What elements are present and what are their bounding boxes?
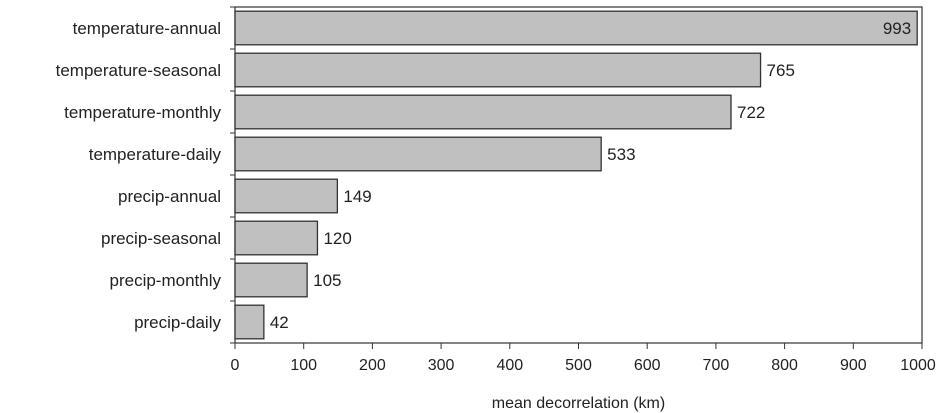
bar-precip-monthly bbox=[234, 262, 308, 298]
data-label: 105 bbox=[313, 271, 341, 290]
x-axis-title: mean decorrelation (km) bbox=[492, 395, 665, 412]
y-axis-ticks bbox=[230, 6, 235, 344]
x-tick-label: 600 bbox=[634, 357, 661, 374]
x-tick-label: 300 bbox=[428, 357, 455, 374]
category-labels: temperature-annual temperature-seasonal te… bbox=[56, 19, 222, 332]
bar-temperature-seasonal bbox=[234, 52, 762, 88]
data-label: 120 bbox=[323, 229, 351, 248]
x-tick-label: 800 bbox=[771, 357, 798, 374]
x-tick-label: 400 bbox=[496, 357, 523, 374]
data-label: 42 bbox=[270, 313, 289, 332]
data-labels: 993 765 722 533 149 120 105 42 bbox=[270, 19, 911, 332]
category-label: temperature-daily bbox=[89, 145, 222, 164]
category-label: precip-monthly bbox=[110, 271, 222, 290]
category-label: precip-seasonal bbox=[101, 229, 221, 248]
x-tick-label: 200 bbox=[359, 357, 386, 374]
x-tick-label: 700 bbox=[703, 357, 730, 374]
bars bbox=[234, 10, 918, 340]
data-label: 765 bbox=[767, 61, 795, 80]
category-label: precip-daily bbox=[134, 313, 221, 332]
x-tick-label: 1000 bbox=[900, 357, 936, 374]
category-label: temperature-monthly bbox=[64, 103, 221, 122]
data-label: 993 bbox=[883, 19, 911, 38]
bar-precip-daily bbox=[234, 304, 265, 340]
x-tick-label: 500 bbox=[565, 357, 592, 374]
data-label: 722 bbox=[737, 103, 765, 122]
x-axis: 0 100 200 300 400 500 600 700 800 900 1000 bbox=[231, 343, 936, 374]
x-tick-label: 900 bbox=[840, 357, 867, 374]
data-label: 533 bbox=[607, 145, 635, 164]
bar-temperature-daily bbox=[234, 136, 602, 172]
category-label: precip-annual bbox=[118, 187, 221, 206]
bar-temperature-annual bbox=[234, 10, 918, 46]
bar-temperature-monthly bbox=[234, 94, 732, 130]
bar-precip-annual bbox=[234, 178, 339, 214]
data-label: 149 bbox=[343, 187, 371, 206]
x-tick-label: 0 bbox=[231, 357, 240, 374]
category-label: temperature-annual bbox=[73, 19, 221, 38]
x-tick-label: 100 bbox=[290, 357, 317, 374]
bar-precip-seasonal bbox=[234, 220, 319, 256]
category-label: temperature-seasonal bbox=[56, 61, 221, 80]
